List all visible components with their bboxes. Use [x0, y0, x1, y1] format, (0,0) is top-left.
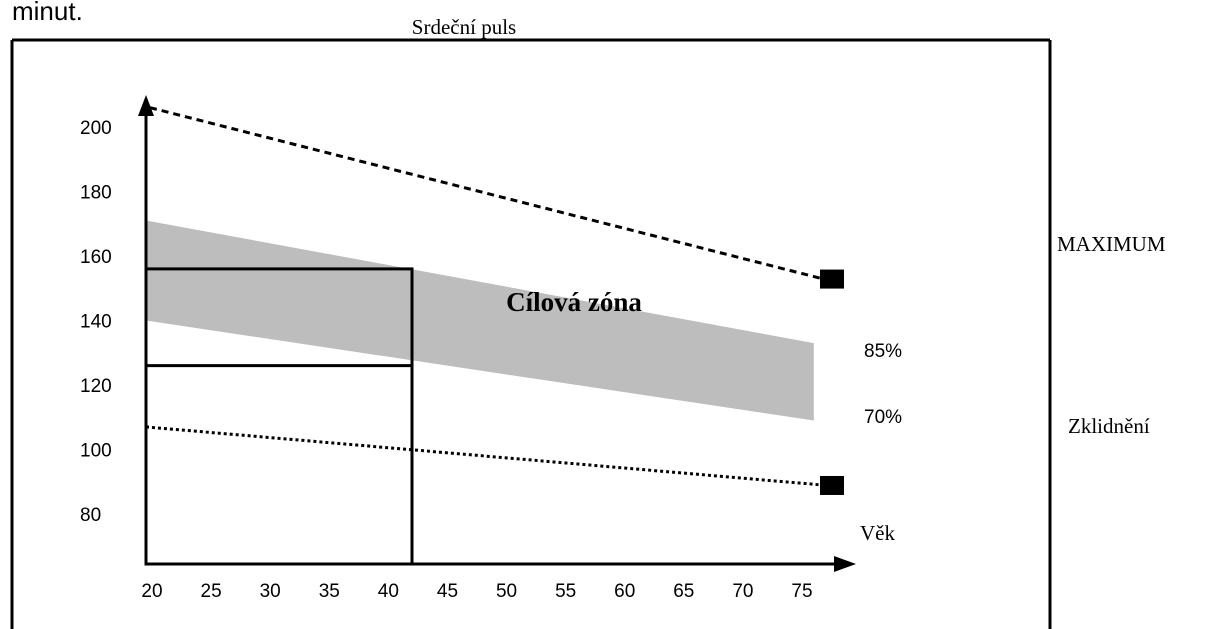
series-label-maximum: MAXIMUM — [1057, 232, 1166, 256]
y-axis-arrow-icon — [138, 95, 154, 116]
band-lower-label: 70% — [864, 407, 902, 428]
y-tick-label: 200 — [80, 118, 112, 139]
target-zone-band — [146, 220, 814, 421]
x-tick-label: 65 — [673, 581, 694, 602]
x-tick-label: 55 — [555, 581, 576, 602]
y-tick-label: 80 — [80, 505, 101, 526]
y-tick-label: 140 — [80, 312, 112, 333]
x-tick-label: 70 — [732, 581, 753, 602]
x-tick-label: 75 — [791, 581, 812, 602]
x-axis-label: Věk — [860, 521, 895, 545]
y-tick-label: 180 — [80, 183, 112, 204]
y-tick-label: 120 — [80, 376, 112, 397]
series-line-1 — [145, 425, 822, 487]
y-tick-label: 100 — [80, 441, 112, 462]
series-label-zklidneni: Zklidnění — [1068, 414, 1150, 438]
x-axis-arrow-icon — [834, 556, 856, 572]
x-tick-label: 20 — [141, 581, 162, 602]
x-tick-label: 40 — [378, 581, 399, 602]
x-tick-label: 30 — [260, 581, 281, 602]
x-tick-label: 60 — [614, 581, 635, 602]
y-tick-label: 160 — [80, 247, 112, 268]
x-tick-label: 35 — [319, 581, 340, 602]
x-tick-label: 25 — [201, 581, 222, 602]
series-end-marker-1 — [820, 475, 844, 495]
target-zone-label: Cílová zóna — [506, 287, 642, 317]
band-upper-label: 85% — [864, 341, 902, 362]
series-line-0 — [149, 106, 823, 281]
series-end-marker-0 — [820, 269, 844, 289]
chart-title: Srdeční puls — [412, 15, 516, 39]
x-tick-label: 50 — [496, 581, 517, 602]
x-tick-label: 45 — [437, 581, 458, 602]
page-text-fragment: minut. — [12, 0, 83, 26]
